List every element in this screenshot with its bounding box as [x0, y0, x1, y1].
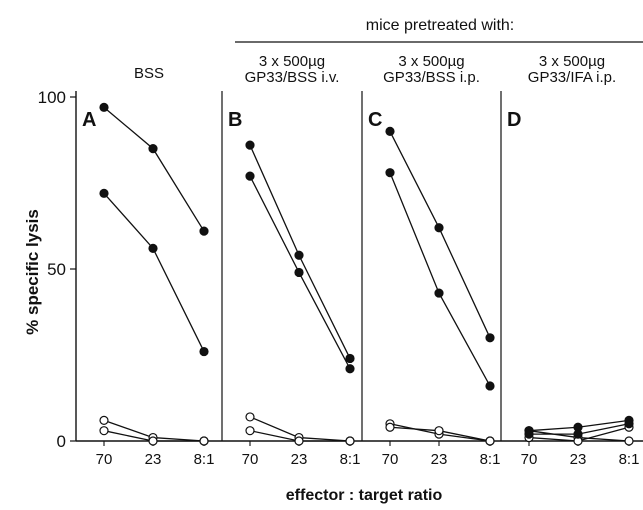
filled-series-point: [524, 429, 534, 439]
condition-label: GP33/BSS i.v.: [245, 69, 340, 86]
filled-series-line: [103, 192, 205, 352]
filled-series-line: [103, 106, 205, 232]
open-series-point: [624, 436, 634, 446]
filled-series-point: [485, 333, 495, 343]
open-series-point: [148, 436, 158, 446]
x-tick-label: 70: [521, 451, 538, 468]
x-tick-label: 8:1: [194, 451, 215, 468]
x-tick-label: 8:1: [340, 451, 361, 468]
panel-letter: B: [228, 109, 242, 131]
filled-series-point: [345, 364, 355, 374]
filled-series-point: [148, 144, 158, 154]
filled-series-line: [389, 172, 491, 387]
filled-series-point: [294, 250, 304, 260]
x-tick-label: 70: [96, 451, 113, 468]
y-tick-label: 100: [38, 88, 66, 107]
condition-label: BSS: [134, 65, 164, 82]
x-tick-label: 70: [382, 451, 399, 468]
open-series-point: [385, 422, 395, 432]
filled-series-point: [99, 102, 109, 112]
filled-series-point: [434, 288, 444, 298]
x-tick-label: 70: [242, 451, 259, 468]
condition-label: GP33/BSS i.p.: [383, 69, 480, 86]
filled-series-point: [573, 429, 583, 439]
y-tick-label: 50: [47, 260, 66, 279]
x-tick-label: 23: [145, 451, 162, 468]
condition-label: 3 x 500µg: [398, 53, 464, 70]
open-series-point: [99, 426, 109, 436]
open-series-point: [99, 415, 109, 425]
filled-series-point: [624, 419, 634, 429]
x-tick-label: 8:1: [619, 451, 640, 468]
condition-label: 3 x 500µg: [259, 53, 325, 70]
filled-series-line: [389, 131, 491, 339]
open-series-point: [345, 436, 355, 446]
open-series-point: [294, 436, 304, 446]
panel-letter: D: [507, 109, 521, 131]
y-axis-label: % specific lysis: [23, 209, 42, 335]
filled-series-point: [99, 188, 109, 198]
header-title: mice pretreated with:: [366, 17, 515, 34]
panel-letter: A: [82, 109, 96, 131]
open-series-point: [245, 426, 255, 436]
panel-letter: C: [368, 109, 382, 131]
open-series-point: [485, 436, 495, 446]
filled-series-point: [485, 381, 495, 391]
open-series-point: [245, 412, 255, 422]
filled-series-point: [199, 346, 209, 357]
condition-label: GP33/IFA i.p.: [528, 69, 616, 86]
filled-series-point: [245, 171, 255, 181]
filled-series-point: [385, 168, 395, 178]
condition-label: 3 x 500µg: [539, 53, 605, 70]
x-axis-label: effector : target ratio: [286, 487, 443, 504]
y-tick-label: 0: [57, 432, 66, 451]
filled-series-point: [199, 226, 209, 236]
open-series-point: [199, 436, 209, 446]
x-tick-label: 8:1: [480, 451, 501, 468]
filled-series-point: [148, 243, 158, 253]
x-tick-label: 23: [570, 451, 587, 468]
x-tick-label: 23: [431, 451, 448, 468]
filled-series-point: [245, 140, 255, 150]
filled-series-point: [294, 267, 304, 278]
x-tick-label: 23: [291, 451, 308, 468]
filled-series-point: [434, 223, 444, 233]
filled-series-point: [345, 353, 355, 364]
open-series-point: [434, 426, 444, 436]
filled-series-point: [385, 126, 395, 136]
